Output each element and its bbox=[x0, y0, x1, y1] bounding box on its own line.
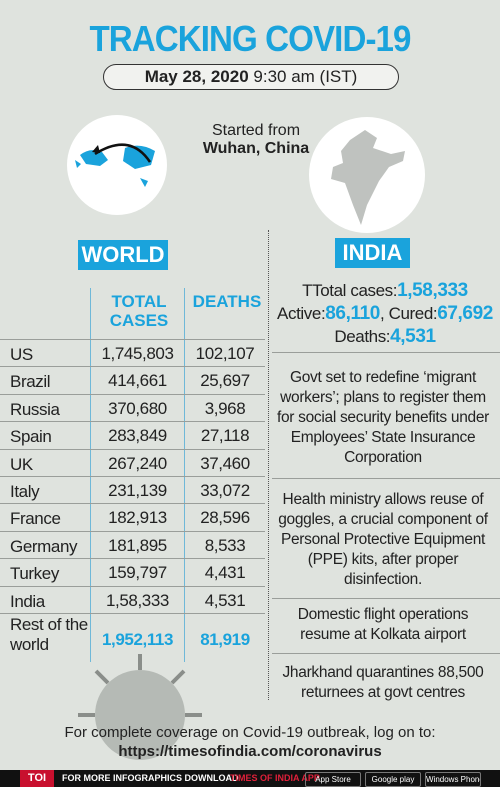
country: France bbox=[10, 509, 61, 529]
route-arrow bbox=[94, 143, 152, 163]
stat-value: 4,531 bbox=[390, 326, 436, 347]
world-map bbox=[75, 145, 155, 187]
stat-label: Deaths: bbox=[334, 327, 391, 346]
country: India bbox=[10, 591, 45, 611]
deaths: 25,697 bbox=[200, 371, 250, 391]
footer: For complete coverage on Covid-19 outbre… bbox=[0, 724, 500, 760]
country: US bbox=[10, 345, 33, 364]
time: 9:30 am (IST) bbox=[253, 67, 358, 86]
store-badge: Windows Phone bbox=[425, 772, 481, 787]
news-item: Health ministry allows reuse of goggles,… bbox=[278, 491, 488, 588]
world-heading: WORLD bbox=[78, 240, 168, 270]
store-badge: Google play bbox=[365, 772, 421, 787]
column-header: TOTAL CASES bbox=[109, 292, 169, 330]
country: Russia bbox=[10, 399, 60, 419]
news-line bbox=[272, 598, 500, 599]
virus-illustration bbox=[78, 654, 202, 760]
deaths: 81,919 bbox=[200, 630, 250, 649]
stat-label: , Cured: bbox=[379, 304, 438, 323]
india-map bbox=[331, 130, 405, 225]
virus-body bbox=[95, 670, 185, 760]
stat-label: Active: bbox=[277, 304, 326, 323]
cases: 182,913 bbox=[108, 508, 167, 528]
deaths: 37,460 bbox=[200, 453, 250, 473]
date: May 28, 2020 bbox=[144, 67, 249, 86]
deaths: 33,072 bbox=[200, 481, 250, 500]
india-stat: Active:86,110, Cured:67,692 bbox=[270, 303, 500, 325]
toi-logo: TOI bbox=[20, 770, 54, 787]
stat-label: TTotal cases: bbox=[302, 281, 398, 300]
cases: 231,139 bbox=[108, 481, 167, 500]
row-line bbox=[0, 613, 265, 614]
india-stat: TTotal cases:1,58,333 bbox=[270, 280, 500, 302]
cases: 267,240 bbox=[108, 453, 167, 473]
row-line bbox=[0, 421, 265, 423]
news-line bbox=[272, 352, 500, 353]
country: Spain bbox=[10, 427, 52, 447]
deaths: 4,431 bbox=[204, 563, 246, 583]
col-divider bbox=[90, 288, 91, 662]
cases: 159,797 bbox=[108, 563, 167, 583]
news-line bbox=[272, 478, 500, 479]
bar-text: FOR MORE INFOGRAPHICS DOWNLOAD bbox=[62, 773, 239, 783]
country: Turkey bbox=[10, 564, 59, 584]
row-line bbox=[0, 366, 265, 368]
cases: 1,745,803 bbox=[101, 344, 174, 363]
row-line bbox=[0, 393, 265, 395]
stat-value: 67,692 bbox=[437, 303, 493, 324]
deaths: 3,968 bbox=[204, 398, 246, 418]
divider bbox=[268, 230, 269, 700]
footer-url: https://timesofindia.com/coronavirus bbox=[118, 743, 382, 760]
download-bar: TOI FOR MORE INFOGRAPHICS DOWNLOAD TIMES… bbox=[0, 770, 500, 787]
col-divider bbox=[184, 288, 185, 662]
country: UK bbox=[10, 454, 33, 474]
row-line bbox=[0, 530, 265, 532]
cases: 414,661 bbox=[108, 371, 167, 391]
map-caption: Started from Wuhan, China bbox=[196, 122, 316, 158]
deaths: 102,107 bbox=[195, 344, 255, 363]
row-line bbox=[0, 558, 265, 560]
country: Brazil bbox=[10, 372, 51, 392]
row-line bbox=[0, 503, 265, 505]
maps bbox=[67, 115, 425, 233]
cases: 1,58,333 bbox=[106, 590, 169, 610]
cases: 181,895 bbox=[108, 535, 167, 555]
cases: 283,849 bbox=[108, 426, 167, 446]
footer-text: For complete coverage on Covid-19 outbre… bbox=[64, 724, 436, 741]
country: Rest of the world bbox=[10, 615, 88, 654]
news-item: Govt set to redefine ‘migrant workers’; … bbox=[276, 369, 490, 466]
cases: 370,680 bbox=[108, 398, 167, 418]
cases: 1,952,113 bbox=[101, 630, 174, 649]
row-line bbox=[0, 339, 265, 340]
stat-value: 86,110 bbox=[325, 303, 380, 324]
store-badge: App Store bbox=[305, 772, 361, 787]
deaths: 28,596 bbox=[200, 508, 250, 528]
virus-spikes bbox=[78, 654, 202, 717]
column-header: DEATHS bbox=[192, 292, 262, 311]
world-map-circle bbox=[67, 115, 167, 215]
row-line bbox=[0, 448, 265, 450]
news-item: Domestic flight operations resume at Kol… bbox=[297, 606, 469, 643]
news-item: Jharkhand quarantines 88,500 returnees a… bbox=[282, 664, 484, 701]
bar-app: TIMES OF INDIA APP bbox=[230, 773, 320, 783]
caption-line: Wuhan, China bbox=[202, 140, 310, 157]
row-line bbox=[0, 476, 265, 477]
news-line bbox=[272, 653, 500, 654]
arrow-head bbox=[92, 145, 100, 153]
deaths: 8,533 bbox=[204, 535, 246, 555]
caption-line: Started from bbox=[211, 122, 301, 139]
deaths: 27,118 bbox=[200, 426, 250, 446]
stat-value: 1,58,333 bbox=[397, 280, 468, 301]
country: Italy bbox=[10, 482, 40, 501]
country: Germany bbox=[10, 536, 78, 556]
row-line bbox=[0, 585, 265, 587]
date-pill: May 28, 2020 9:30 am (IST) bbox=[103, 64, 399, 90]
title: TRACKING COVID-19 bbox=[89, 18, 411, 59]
india-heading: INDIA bbox=[335, 238, 410, 268]
india-stat: Deaths:4,531 bbox=[270, 326, 500, 348]
deaths: 4,531 bbox=[204, 590, 246, 610]
